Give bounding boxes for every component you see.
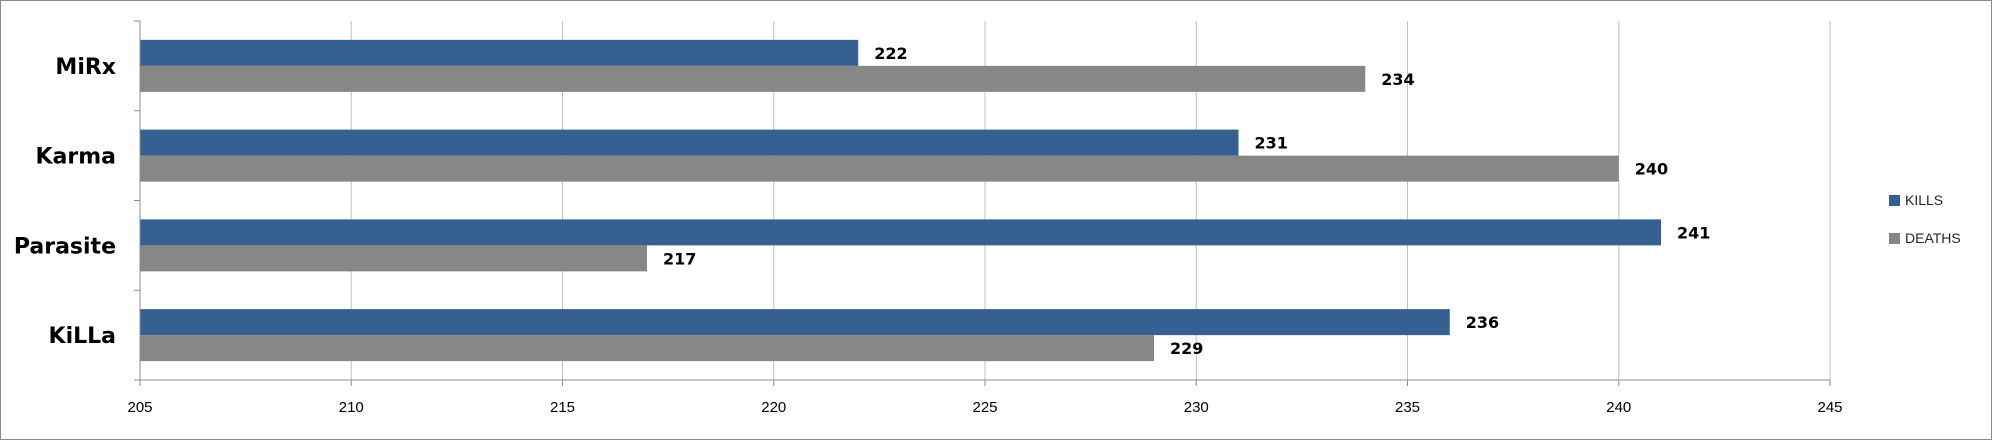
data-label: 240 xyxy=(1635,160,1668,179)
bar-kills xyxy=(140,219,1661,246)
category-label: MiRx xyxy=(55,55,116,80)
x-tick-label: 245 xyxy=(1817,399,1842,416)
data-label: 229 xyxy=(1170,339,1203,358)
legend-swatch xyxy=(1889,195,1900,206)
labels: 205 210 215 220 225 230 235 240 245 MiRx 222 234 Kar… xyxy=(14,44,1843,416)
legend: KILLS DEATHS xyxy=(1889,192,1961,246)
bar-kills xyxy=(140,129,1239,156)
x-tick-label: 225 xyxy=(972,399,997,416)
data-label: 241 xyxy=(1677,223,1710,242)
x-tick-label: 205 xyxy=(127,399,152,416)
bar-kills xyxy=(140,39,859,66)
x-tick-label: 240 xyxy=(1606,399,1631,416)
bar-deaths xyxy=(140,335,1154,362)
data-label: 231 xyxy=(1255,134,1288,153)
bar-deaths xyxy=(140,65,1366,92)
category-label: Karma xyxy=(35,145,116,170)
legend-swatch xyxy=(1889,233,1900,244)
x-tick-label: 210 xyxy=(339,399,364,416)
x-tick-label: 235 xyxy=(1395,399,1420,416)
x-tick-label: 215 xyxy=(550,399,575,416)
bar-deaths xyxy=(140,245,647,272)
data-label: 236 xyxy=(1466,313,1499,332)
category-label: KiLLa xyxy=(49,324,116,349)
data-label: 222 xyxy=(874,44,907,63)
data-label: 234 xyxy=(1381,70,1414,89)
category-label: Parasite xyxy=(14,234,116,259)
legend-label: DEATHS xyxy=(1905,230,1961,246)
data-label: 217 xyxy=(663,249,696,268)
legend-label: KILLS xyxy=(1905,192,1943,208)
bars xyxy=(140,39,1661,362)
bar-deaths xyxy=(140,155,1619,182)
x-tick-label: 230 xyxy=(1184,399,1209,416)
bar-kills xyxy=(140,309,1450,336)
x-tick-label: 220 xyxy=(761,399,786,416)
axes xyxy=(134,20,1831,386)
